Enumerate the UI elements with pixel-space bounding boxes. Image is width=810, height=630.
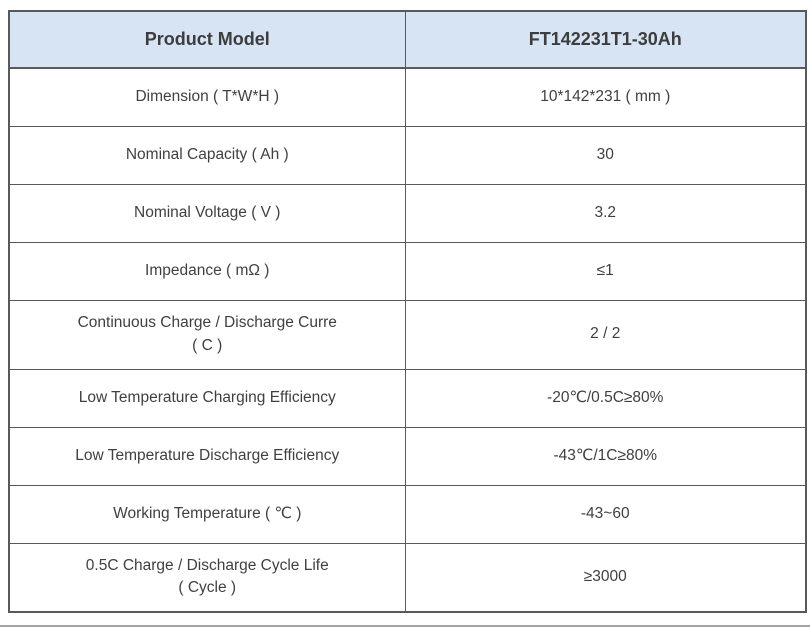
- table-row-dimension: Dimension ( T*W*H ) 10*142*231 ( mm ): [8, 67, 807, 127]
- spec-label-cell: Impedance ( mΩ ): [8, 241, 406, 301]
- spec-value-cell: ≤1: [404, 241, 807, 301]
- header-product-model-value: FT142231T1-30Ah: [404, 10, 807, 69]
- table-row-nominal-capacity: Nominal Capacity ( Ah ) 30: [8, 125, 807, 185]
- spec-value-cell: 3.2: [404, 183, 807, 243]
- spec-value-cell: -43℃/1C≥80%: [404, 426, 807, 486]
- spec-value-cell: -20℃/0.5C≥80%: [404, 368, 807, 428]
- spec-label-cell: Nominal Voltage ( V ): [8, 183, 406, 243]
- spec-value-cell: 10*142*231 ( mm ): [404, 67, 807, 127]
- table-row-low-temp-discharge-efficiency: Low Temperature Discharge Efficiency -43…: [8, 426, 807, 486]
- table-row-impedance: Impedance ( mΩ ) ≤1: [8, 241, 807, 301]
- spec-label-cell: Low Temperature Charging Efficiency: [8, 368, 406, 428]
- table-row-working-temperature: Working Temperature ( ℃ ) -43~60: [8, 484, 807, 544]
- table-row-nominal-voltage: Nominal Voltage ( V ) 3.2: [8, 183, 807, 243]
- spec-label-cell: Continuous Charge / Discharge Curre ( C …: [8, 299, 406, 370]
- spec-label-cell: Dimension ( T*W*H ): [8, 67, 406, 127]
- header-product-model-label: Product Model: [8, 10, 406, 69]
- spec-label-cell: Low Temperature Discharge Efficiency: [8, 426, 406, 486]
- table-row-continuous-charge-discharge: Continuous Charge / Discharge Curre ( C …: [8, 299, 807, 370]
- spec-label-cell: Working Temperature ( ℃ ): [8, 484, 406, 544]
- spec-label-cell: 0.5C Charge / Discharge Cycle Life ( Cyc…: [8, 542, 406, 613]
- spec-table: Product Model FT142231T1-30Ah Dimension …: [8, 10, 807, 613]
- table-row-low-temp-charging-efficiency: Low Temperature Charging Efficiency -20℃…: [8, 368, 807, 428]
- spec-table-header-row: Product Model FT142231T1-30Ah: [8, 10, 807, 69]
- spec-value-cell: -43~60: [404, 484, 807, 544]
- spec-value-cell: 30: [404, 125, 807, 185]
- spec-label-cell: Nominal Capacity ( Ah ): [8, 125, 406, 185]
- bottom-divider-rule: [0, 625, 810, 627]
- table-row-cycle-life: 0.5C Charge / Discharge Cycle Life ( Cyc…: [8, 542, 807, 613]
- spec-value-cell: 2 / 2: [404, 299, 807, 370]
- spec-value-cell: ≥3000: [404, 542, 807, 613]
